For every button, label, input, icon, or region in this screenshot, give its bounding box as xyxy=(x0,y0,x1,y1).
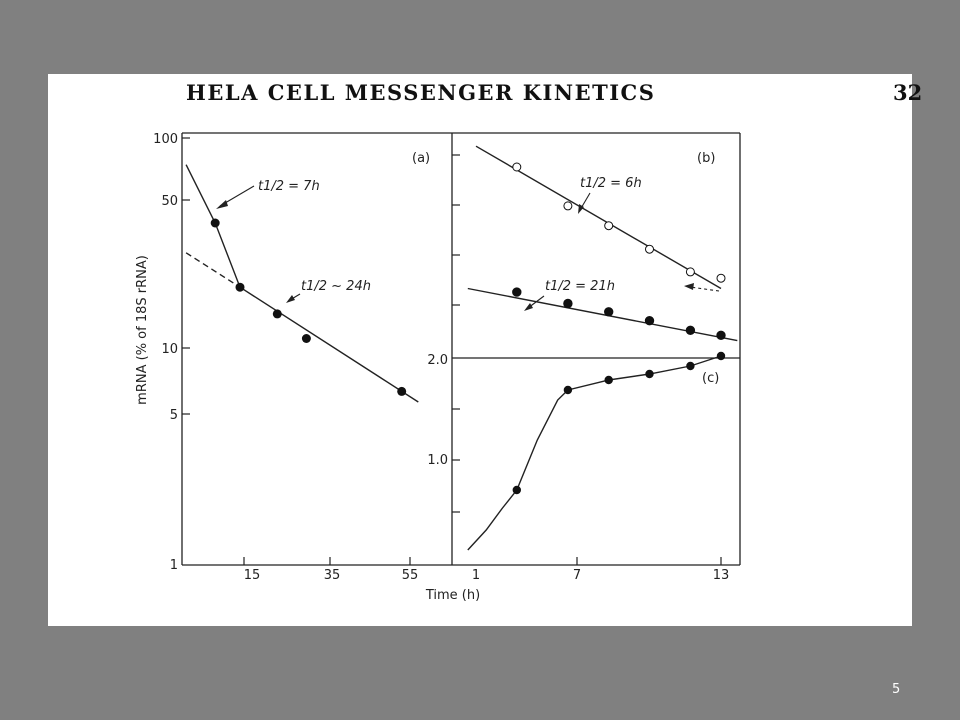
xtick-label-13: 13 xyxy=(713,568,730,583)
annotation-a-fast-text: t1/2 = 7h xyxy=(258,179,320,194)
panel-b-open-point xyxy=(512,162,522,172)
panel-a-ytick-marks xyxy=(182,137,190,415)
panel-c-point xyxy=(716,351,726,361)
panel-c-ytick-label-1.0: 1.0 xyxy=(427,453,448,468)
panel-a-point xyxy=(210,218,220,228)
figure-panel xyxy=(48,74,912,626)
ytick-label-100: 100 xyxy=(153,132,178,147)
xtick-label-55: 55 xyxy=(402,568,419,583)
y-axis-label: mRNA (% of 18S rRNA) xyxy=(135,255,150,405)
annotation-b-fast: t1/2 = 6h xyxy=(578,176,642,214)
figure-title: HELA CELL MESSENGER KINETICS xyxy=(186,80,656,105)
panel-b-open-point xyxy=(604,221,614,231)
annotation-b-fast-text: t1/2 = 6h xyxy=(580,176,642,191)
xtick-label-15: 15 xyxy=(244,568,261,583)
panel-a-point xyxy=(235,282,245,292)
panel-b-filled-point xyxy=(685,325,696,335)
panel-a-xtick-marks xyxy=(243,557,411,565)
ytick-label-5: 5 xyxy=(170,408,178,423)
annotation-b-slow: t1/2 = 21h xyxy=(524,279,615,311)
panel-a-line-2 xyxy=(185,252,241,288)
panel-b-open-point xyxy=(685,267,695,277)
panel-a-frame xyxy=(181,132,453,566)
figure-page-number: 32 xyxy=(893,80,923,105)
panel-b-ytick-label-2.0: 2.0 xyxy=(427,353,448,368)
panel-a-point xyxy=(272,309,282,319)
panel-a-ytick-labels: 100 50 10 5 1 xyxy=(153,132,178,573)
annotation-b-dashed-arrow xyxy=(684,283,720,292)
ytick-label-1: 1 xyxy=(170,558,178,573)
x-axis-label: Time (h) xyxy=(425,588,480,603)
panel-a-point xyxy=(397,386,407,396)
panel-c-xtick-labels: 1 7 13 xyxy=(472,568,729,583)
annotation-a-slow: t1/2 ~ 24h xyxy=(286,279,371,303)
panel-c-label: (c) xyxy=(702,371,719,386)
panel-b-open-point xyxy=(645,244,654,254)
panel-bc-frame xyxy=(452,132,741,566)
xtick-label-1: 1 xyxy=(472,568,480,583)
panel-b-open-point xyxy=(563,201,573,211)
xtick-label-7: 7 xyxy=(573,568,581,583)
panel-c-point xyxy=(563,385,573,395)
panel-c-curve xyxy=(467,355,722,551)
panel-b-fit-line-1 xyxy=(467,287,738,342)
data-markers xyxy=(210,162,726,495)
panel-b-filled-point xyxy=(604,307,614,317)
data-curves xyxy=(185,145,738,551)
panel-b-filled-point xyxy=(716,330,726,340)
panel-b-filled-point xyxy=(563,298,573,309)
panel-c-point xyxy=(686,361,695,371)
slide-number: 5 xyxy=(892,682,901,697)
panel-b-filled-point xyxy=(512,287,522,297)
panel-a-xtick-labels: 15 35 55 xyxy=(244,568,419,583)
panel-b-filled-point xyxy=(644,316,655,326)
panel-a-line-1 xyxy=(239,286,419,403)
panel-c-point xyxy=(512,485,521,495)
panel-b-label: (b) xyxy=(697,151,715,166)
panel-a-label: (a) xyxy=(412,151,430,166)
annotation-a-slow-text: t1/2 ~ 24h xyxy=(301,279,371,294)
xtick-label-35: 35 xyxy=(324,568,341,583)
ytick-label-50: 50 xyxy=(161,194,178,209)
annotation-b-slow-text: t1/2 = 21h xyxy=(545,279,615,294)
panel-c-point xyxy=(604,375,613,385)
panel-c-point xyxy=(645,369,654,379)
panel-a-point xyxy=(301,334,311,343)
panel-bc-tick-marks xyxy=(452,154,722,565)
annotation-a-fast: t1/2 = 7h xyxy=(216,179,320,209)
ytick-label-10: 10 xyxy=(161,342,178,357)
panel-b-open-point xyxy=(716,273,726,283)
